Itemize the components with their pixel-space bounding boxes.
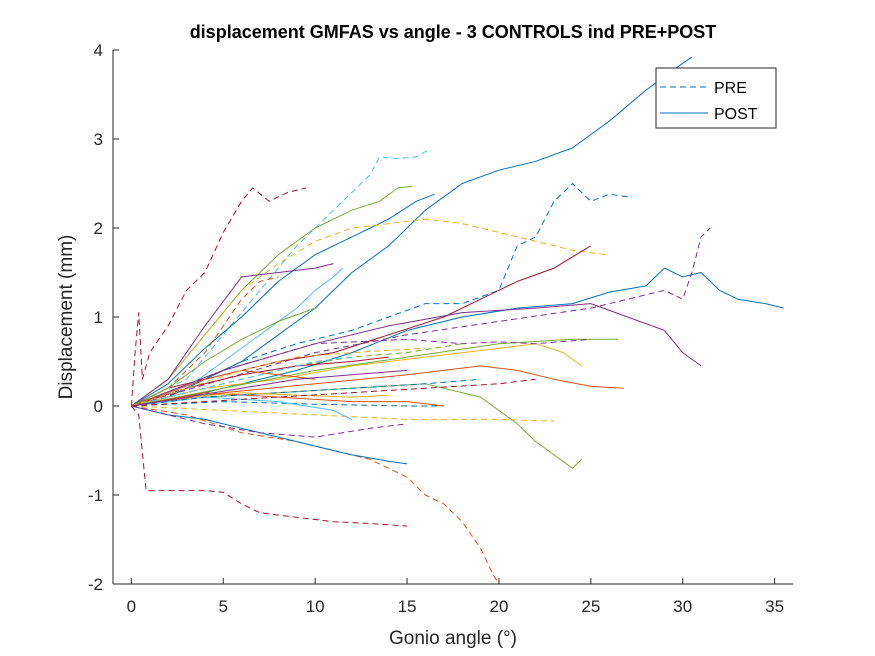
y-tick-label: 4 [94,41,103,60]
y-tick-label: 3 [94,130,103,149]
series-line-post-31 [131,307,316,407]
chart-title: displacement GMFAS vs angle - 3 CONTROLS… [190,22,717,42]
x-tick-label: 15 [398,597,417,616]
y-axis-label: Displacement (mm) [56,235,77,400]
series-line-pre-5 [131,183,628,407]
series-line-post-8 [131,267,784,407]
x-tick-label: 30 [673,597,692,616]
series-line-pre-20 [131,405,408,438]
legend-label-post: POST [714,106,758,123]
y-axis-ticks: -2 -1 0 1 2 3 4 [88,41,119,594]
series-line-post-28 [131,356,389,407]
series-line-post-15 [131,343,582,407]
series-line-post-26 [131,392,444,407]
series-line-pre-1 [130,187,307,407]
x-tick-label: 5 [219,597,228,616]
legend-label-pre: PRE [714,80,747,97]
x-tick-label: 20 [489,597,508,616]
series-line-post-35 [131,369,408,407]
legend-box [655,67,777,129]
series-line-pre-12 [131,405,500,584]
series-line-pre-18 [131,405,555,422]
y-tick-label: 0 [94,397,103,416]
series-line-post-13 [131,405,408,465]
series-line-pre-25 [131,338,591,407]
series-line-pre-32 [131,356,352,407]
x-tick-label: 10 [306,597,325,616]
series-line-post-33 [131,369,316,407]
y-tick-label: 1 [94,308,103,327]
series-line-post-17 [131,338,619,407]
x-tick-label: 0 [127,597,136,616]
y-tick-label: -1 [88,486,103,505]
series-line-post-22 [131,396,353,420]
series-line-pre-34 [131,347,426,407]
series-layer [130,56,784,584]
x-axis-label: Gonio angle (°) [389,628,517,649]
plot-area: 0 5 10 15 20 25 30 35 -2 -1 0 1 2 3 4 [88,41,793,616]
series-line-pre-11 [131,405,408,527]
y-tick-label: -2 [88,575,103,594]
series-line-pre-19 [131,401,444,407]
x-axis-ticks: 0 5 10 15 20 25 30 35 [127,578,784,616]
series-line-pre-6 [131,218,606,407]
x-tick-label: 35 [765,597,784,616]
series-line-pre-29 [131,378,481,407]
series-line-post-4 [131,193,435,407]
x-tick-label: 25 [581,597,600,616]
legend: PRE POST [655,67,777,129]
series-line-post-16 [131,365,624,407]
y-tick-label: 2 [94,219,103,238]
series-line-pre-36 [131,378,536,407]
series-line-post-24 [131,263,334,407]
